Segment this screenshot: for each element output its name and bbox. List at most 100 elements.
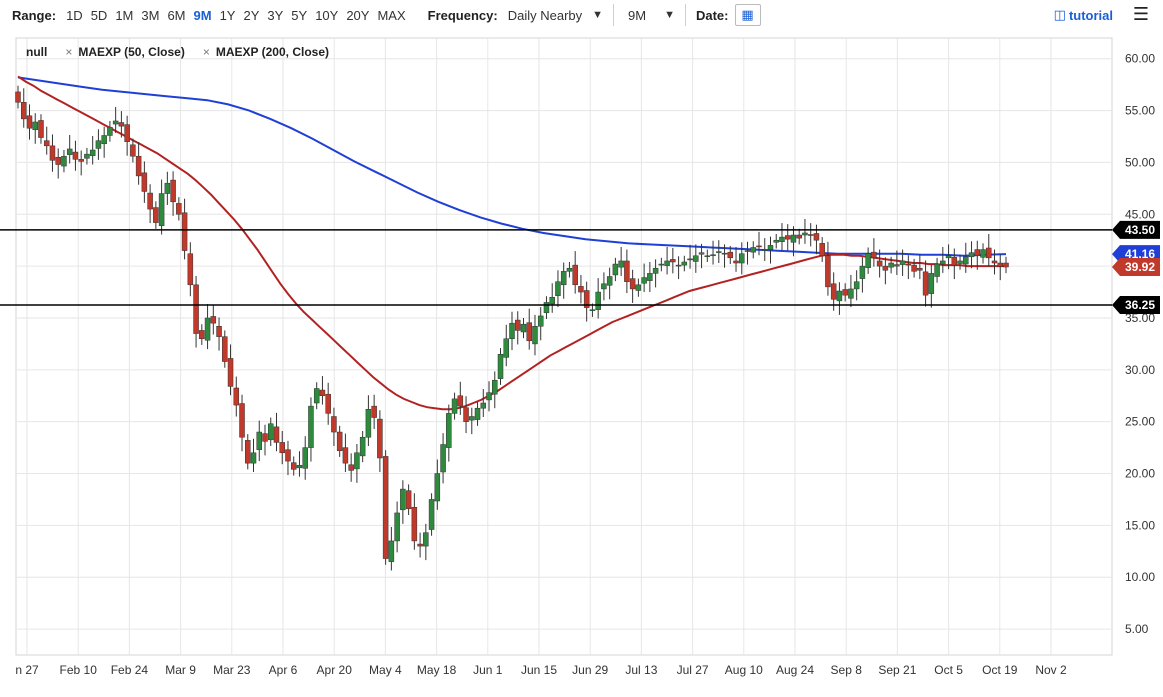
x-tick-label: Jul 27 bbox=[677, 663, 709, 677]
candle-body bbox=[612, 263, 619, 276]
candle-body bbox=[733, 260, 739, 264]
x-tick-label: Sep 21 bbox=[878, 663, 916, 677]
tutorial-label: tutorial bbox=[1068, 7, 1113, 23]
candle-body bbox=[26, 115, 33, 129]
candle bbox=[43, 126, 50, 155]
period-dropdown[interactable]: 9M ▼ bbox=[628, 8, 675, 23]
candle-body bbox=[721, 252, 728, 255]
candle-body bbox=[543, 302, 550, 314]
candle bbox=[876, 249, 883, 278]
candle bbox=[451, 392, 458, 420]
candle bbox=[262, 424, 268, 456]
candle-body bbox=[204, 317, 211, 341]
range-1m[interactable]: 1M bbox=[115, 7, 134, 23]
candle bbox=[842, 283, 848, 302]
candle-body bbox=[319, 389, 326, 397]
range-5y[interactable]: 5Y bbox=[291, 7, 308, 23]
range-max[interactable]: MAX bbox=[377, 7, 406, 23]
candle-body bbox=[739, 253, 745, 264]
range-buttons: 1D 5D 1M 3M 6M 9M 1Y 2Y 3Y 5Y 10Y 20Y MAX bbox=[62, 8, 410, 23]
candle-body bbox=[279, 442, 285, 454]
candle-body bbox=[813, 233, 820, 241]
candle bbox=[710, 240, 716, 265]
candle bbox=[164, 171, 171, 205]
candle-body bbox=[457, 395, 464, 407]
candle-body bbox=[141, 172, 148, 192]
candle-body bbox=[371, 405, 377, 418]
candle bbox=[520, 317, 527, 339]
range-10y[interactable]: 10Y bbox=[315, 7, 339, 23]
candle bbox=[434, 459, 441, 510]
candle bbox=[543, 296, 550, 320]
candle-body bbox=[796, 234, 802, 239]
x-tick-label: Feb 24 bbox=[111, 663, 149, 677]
candle bbox=[216, 317, 222, 351]
candle bbox=[78, 150, 84, 176]
candle bbox=[101, 126, 107, 158]
candle-body bbox=[693, 255, 699, 262]
candle bbox=[802, 218, 808, 244]
candle bbox=[744, 241, 751, 265]
candle bbox=[945, 244, 952, 270]
candle-body bbox=[49, 145, 56, 161]
candle-body bbox=[687, 258, 693, 261]
candle-body bbox=[302, 447, 308, 469]
range-3m[interactable]: 3M bbox=[141, 7, 160, 23]
candle-body bbox=[1003, 262, 1009, 268]
candle bbox=[130, 138, 136, 163]
range-3y[interactable]: 3Y bbox=[267, 7, 284, 23]
candle bbox=[388, 526, 395, 571]
candle bbox=[302, 436, 308, 480]
candle bbox=[290, 456, 297, 476]
candle bbox=[503, 324, 510, 367]
price-tag-text: 36.25 bbox=[1125, 298, 1155, 312]
candle bbox=[32, 113, 38, 144]
calendar-icon[interactable]: ▦ bbox=[734, 4, 761, 26]
divider bbox=[684, 4, 686, 26]
legend-item-ma50[interactable]: × MAEXP (50, Close) bbox=[65, 45, 185, 59]
candle-body bbox=[446, 413, 452, 448]
frequency-label: Frequency: bbox=[427, 7, 498, 23]
candle bbox=[170, 171, 176, 216]
legend-item-ma200[interactable]: × MAEXP (200, Close) bbox=[202, 45, 329, 59]
price-tag bbox=[1112, 220, 1160, 239]
period-value: 9M bbox=[628, 7, 647, 23]
candle bbox=[319, 376, 326, 405]
candle-body bbox=[848, 288, 854, 299]
frequency-value: Daily Nearby bbox=[507, 7, 583, 23]
candle-body bbox=[170, 179, 176, 203]
divider bbox=[613, 4, 615, 26]
candle-body bbox=[411, 506, 418, 542]
menu-icon[interactable]: ☰ bbox=[1132, 4, 1149, 24]
tutorial-link[interactable]: ◫ tutorial bbox=[1054, 7, 1113, 23]
candle bbox=[693, 244, 699, 273]
candle bbox=[773, 233, 779, 249]
candle-body bbox=[405, 490, 412, 510]
ma200-line bbox=[17, 76, 1007, 257]
candle-body bbox=[744, 250, 751, 252]
candle bbox=[233, 376, 240, 417]
range-1d[interactable]: 1D bbox=[66, 7, 83, 23]
candle bbox=[578, 274, 584, 304]
candle bbox=[991, 249, 998, 275]
range-2y[interactable]: 2Y bbox=[243, 7, 260, 23]
candle bbox=[917, 254, 923, 280]
candle-body bbox=[882, 265, 889, 271]
candle-body bbox=[400, 488, 406, 511]
candle bbox=[245, 434, 251, 470]
candle bbox=[629, 269, 636, 303]
frequency-dropdown[interactable]: Daily Nearby ▼ bbox=[508, 8, 603, 23]
candle bbox=[836, 282, 843, 315]
range-1y[interactable]: 1Y bbox=[219, 7, 236, 23]
candle bbox=[158, 179, 165, 235]
range-20y[interactable]: 20Y bbox=[346, 7, 370, 23]
range-6m[interactable]: 6M bbox=[167, 7, 186, 23]
chevron-down-icon: ▼ bbox=[592, 9, 604, 21]
range-5d[interactable]: 5D bbox=[90, 7, 108, 23]
candle-body bbox=[239, 403, 245, 438]
y-tick-label: 15.00 bbox=[1125, 518, 1155, 532]
range-9m[interactable]: 9M bbox=[193, 7, 212, 23]
candle-body bbox=[181, 212, 188, 251]
candle-body bbox=[469, 416, 475, 421]
